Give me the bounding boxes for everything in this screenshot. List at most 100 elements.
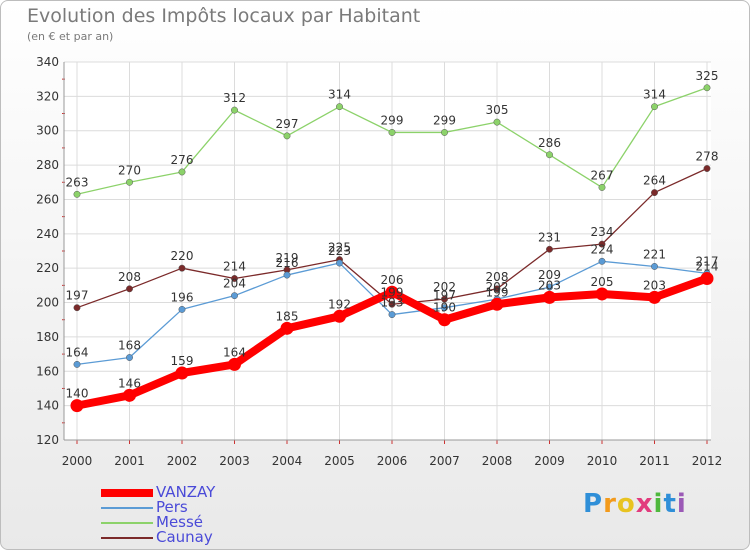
data-label-Messé-2000: 263 bbox=[66, 175, 89, 189]
chart-title: Evolution des Impôts locaux par Habitant bbox=[27, 5, 421, 27]
point-VANZAY-2001 bbox=[123, 388, 136, 402]
point-VANZAY-2009 bbox=[543, 290, 556, 304]
data-label-VANZAY-2005: 192 bbox=[328, 297, 351, 311]
data-label-Pers-2011: 221 bbox=[643, 247, 666, 261]
y-tick-label-320: 320 bbox=[36, 89, 59, 103]
point-VANZAY-2000 bbox=[70, 399, 84, 413]
point-Messé-2005 bbox=[336, 103, 343, 111]
chart-subtitle: (en € et par an) bbox=[27, 30, 114, 43]
x-tick-label-2001: 2001 bbox=[114, 454, 145, 468]
data-label-Pers-2007: 197 bbox=[433, 289, 456, 303]
point-Caunay-2001 bbox=[126, 285, 133, 293]
y-tick-label-220: 220 bbox=[36, 261, 59, 275]
logo-letter: t bbox=[663, 489, 677, 519]
point-Messé-2008 bbox=[493, 118, 501, 126]
point-Caunay-2006 bbox=[388, 300, 396, 308]
data-label-Caunay-2012: 278 bbox=[696, 150, 719, 164]
x-tick-label-2007: 2007 bbox=[429, 454, 460, 468]
logo-letter: i bbox=[676, 489, 687, 519]
data-label-Pers-2000: 164 bbox=[66, 345, 89, 359]
data-label-Caunay-2002: 220 bbox=[171, 249, 194, 263]
point-Messé-2011 bbox=[651, 103, 658, 111]
x-tick-label-2008: 2008 bbox=[482, 454, 513, 468]
data-label-Caunay-2003: 214 bbox=[223, 259, 246, 273]
data-label-Messé-2012: 325 bbox=[696, 69, 719, 83]
y-tick-label-180: 180 bbox=[36, 330, 59, 344]
x-tick-label-2009: 2009 bbox=[534, 454, 565, 468]
legend-label: Messé bbox=[156, 513, 204, 531]
point-Pers-2010 bbox=[598, 257, 606, 265]
data-label-VANZAY-2008: 199 bbox=[486, 285, 509, 299]
point-Caunay-2003 bbox=[231, 275, 238, 282]
data-label-Messé-2004: 297 bbox=[276, 117, 299, 131]
data-label-Caunay-2001: 208 bbox=[118, 270, 141, 284]
legend-swatch bbox=[101, 488, 153, 497]
point-Pers-2005 bbox=[336, 259, 343, 267]
y-tick-label-240: 240 bbox=[36, 227, 59, 241]
data-label-VANZAY-2002: 159 bbox=[171, 354, 194, 368]
x-tick-label-2004: 2004 bbox=[272, 454, 303, 468]
data-label-VANZAY-2012: 214 bbox=[696, 259, 719, 273]
point-VANZAY-2007 bbox=[438, 313, 451, 327]
y-tick-label-200: 200 bbox=[36, 296, 59, 310]
point-Caunay-2010 bbox=[598, 240, 606, 248]
point-VANZAY-2011 bbox=[648, 290, 661, 304]
point-Pers-2006 bbox=[388, 311, 396, 319]
data-label-Pers-2004: 216 bbox=[276, 256, 299, 270]
point-Pers-2001 bbox=[126, 354, 133, 361]
data-label-Caunay-2011: 264 bbox=[643, 174, 666, 188]
data-label-VANZAY-2003: 164 bbox=[223, 345, 246, 359]
data-label-Messé-2011: 314 bbox=[643, 88, 666, 102]
point-Messé-2007 bbox=[441, 128, 448, 136]
x-tick-label-2000: 2000 bbox=[62, 454, 93, 468]
data-label-Caunay-2010: 234 bbox=[591, 225, 614, 239]
data-label-Pers-2010: 224 bbox=[591, 242, 614, 256]
x-tick-label-2006: 2006 bbox=[377, 454, 408, 468]
data-label-VANZAY-2000: 140 bbox=[66, 387, 89, 401]
point-Messé-2001 bbox=[126, 178, 133, 186]
point-VANZAY-2003 bbox=[228, 357, 241, 371]
logo-letter: P bbox=[583, 489, 604, 519]
point-VANZAY-2010 bbox=[595, 287, 609, 301]
data-label-Caunay-2008: 208 bbox=[486, 270, 509, 284]
legend-label: Pers bbox=[156, 498, 188, 516]
y-tick-label-280: 280 bbox=[36, 158, 59, 172]
point-VANZAY-2004 bbox=[280, 321, 294, 335]
logo-letter: o bbox=[616, 489, 636, 519]
y-tick-label-140: 140 bbox=[36, 399, 59, 413]
x-tick-label-2003: 2003 bbox=[219, 454, 250, 468]
data-label-VANZAY-2007: 190 bbox=[433, 301, 456, 315]
data-label-VANZAY-2001: 146 bbox=[118, 376, 141, 390]
proxiti-logo: Proxiti bbox=[583, 489, 687, 519]
data-label-VANZAY-2010: 205 bbox=[591, 275, 614, 289]
point-VANZAY-2008 bbox=[490, 297, 504, 311]
y-tick-label-300: 300 bbox=[36, 124, 59, 138]
data-label-Pers-2003: 204 bbox=[223, 277, 246, 291]
point-Pers-2003 bbox=[231, 292, 238, 300]
point-Pers-2007 bbox=[441, 304, 448, 312]
point-Caunay-2009 bbox=[546, 245, 553, 253]
x-tick-label-2005: 2005 bbox=[324, 454, 355, 468]
data-label-Caunay-2009: 231 bbox=[538, 230, 561, 244]
data-label-VANZAY-2009: 203 bbox=[538, 278, 561, 292]
data-label-Caunay-2007: 202 bbox=[433, 280, 456, 294]
x-tick-label-2002: 2002 bbox=[167, 454, 198, 468]
point-Caunay-2012 bbox=[703, 165, 711, 172]
point-Pers-2004 bbox=[283, 271, 291, 279]
x-tick-label-2012: 2012 bbox=[692, 454, 723, 468]
point-Messé-2006 bbox=[388, 128, 396, 136]
y-tick-label-160: 160 bbox=[36, 364, 59, 378]
point-Pers-2009 bbox=[546, 283, 553, 291]
data-label-Caunay-2006: 199 bbox=[381, 285, 404, 299]
point-Messé-2009 bbox=[546, 151, 553, 159]
x-tick-label-2010: 2010 bbox=[587, 454, 618, 468]
logo-letter: i bbox=[653, 489, 664, 519]
point-Caunay-2000 bbox=[73, 304, 81, 312]
point-Caunay-2007 bbox=[441, 295, 448, 303]
data-label-Pers-2012: 217 bbox=[696, 254, 719, 268]
point-VANZAY-2012 bbox=[700, 271, 714, 285]
data-label-Pers-2001: 168 bbox=[118, 339, 141, 353]
point-Caunay-2002 bbox=[178, 264, 186, 272]
